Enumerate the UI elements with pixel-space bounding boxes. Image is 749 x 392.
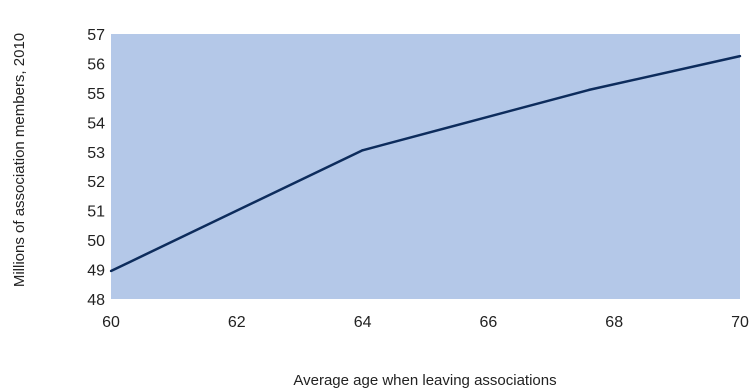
y-axis-title: Millions of association members, 2010 <box>11 33 28 287</box>
y-tick-label: 57 <box>87 27 105 44</box>
y-tick-label: 53 <box>87 145 105 162</box>
x-tick-label: 60 <box>102 314 120 331</box>
x-axis-title: Average age when leaving associations <box>293 372 556 389</box>
y-tick-label: 55 <box>87 86 105 103</box>
y-tick-label: 49 <box>87 263 105 280</box>
data-point <box>361 149 364 152</box>
x-tick-label: 62 <box>228 314 246 331</box>
data-point <box>109 269 113 273</box>
y-tick-label: 52 <box>87 174 105 191</box>
x-tick-label: 66 <box>480 314 498 331</box>
y-tick-label: 56 <box>87 56 105 73</box>
data-point <box>587 88 591 92</box>
y-tick-label: 48 <box>87 292 105 309</box>
y-tick-label: 54 <box>87 115 105 132</box>
y-tick-label: 50 <box>87 233 105 250</box>
x-tick-label: 64 <box>354 314 372 331</box>
data-point <box>738 54 742 58</box>
data-points <box>109 54 742 273</box>
y-tick-labels: 48 49 50 51 52 53 54 55 56 57 <box>87 27 105 309</box>
y-tick-label: 51 <box>87 204 105 221</box>
data-line <box>110 54 741 273</box>
x-tick-label: 70 <box>731 314 749 331</box>
x-tick-label: 68 <box>605 314 623 331</box>
plot-area-background <box>111 34 740 299</box>
x-tick-labels: 60 62 64 66 68 70 <box>102 314 749 331</box>
